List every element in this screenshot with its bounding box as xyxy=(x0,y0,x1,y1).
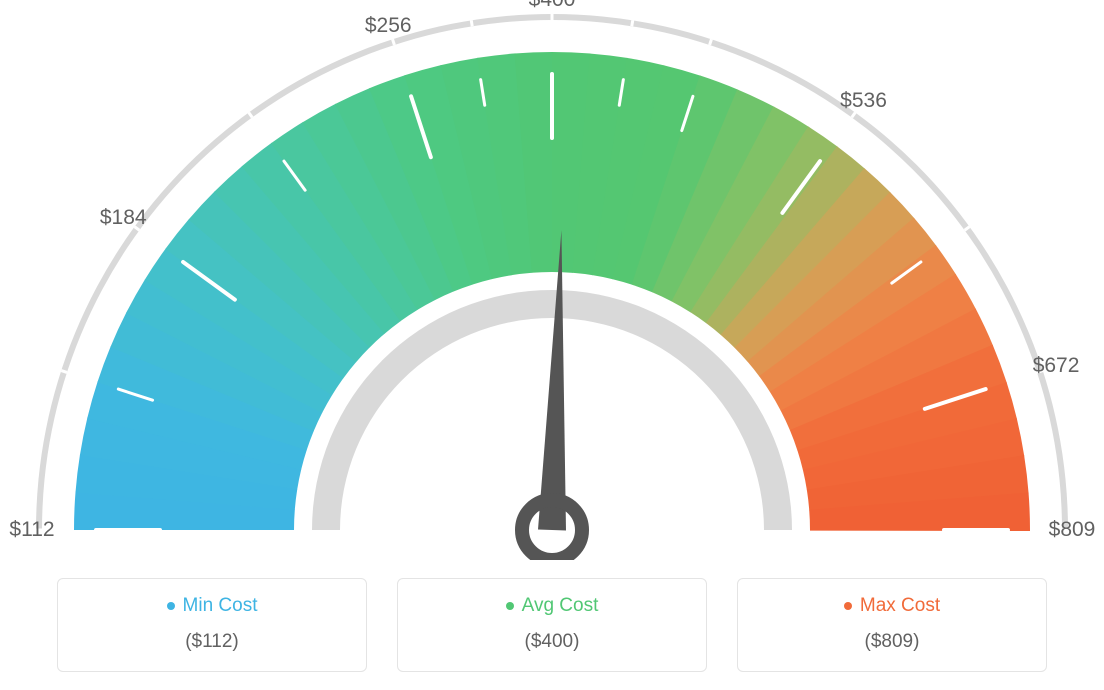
gauge-tick-label: $112 xyxy=(9,518,54,542)
gauge-rim-tick xyxy=(393,39,395,45)
legend-card-max: Max Cost ($809) xyxy=(737,578,1047,672)
legend-max-header: Max Cost xyxy=(844,595,940,617)
legend-avg-label: Avg Cost xyxy=(522,595,599,617)
gauge-rim-tick xyxy=(61,371,67,373)
gauge-tick-label: $184 xyxy=(100,206,147,230)
gauge-svg xyxy=(0,0,1104,560)
legend-avg-header: Avg Cost xyxy=(506,595,599,617)
legend-max-label: Max Cost xyxy=(860,595,940,617)
gauge-rim-tick xyxy=(710,39,712,45)
legend-max-value: ($809) xyxy=(738,631,1046,653)
legend-min-header: Min Cost xyxy=(167,595,258,617)
gauge-rim-tick xyxy=(632,20,633,26)
legend-max-dot xyxy=(844,602,852,610)
root: $112 $184 $256 $400 $536 $672 $809 Min Cost ($… xyxy=(0,0,1104,690)
legend-card-min: Min Cost ($112) xyxy=(57,578,367,672)
gauge-tick-label: $536 xyxy=(840,89,887,113)
gauge-tick-label: $672 xyxy=(1033,354,1080,378)
gauge-rim-tick xyxy=(471,20,472,26)
legend-min-dot xyxy=(167,602,175,610)
legend-min-value: ($112) xyxy=(58,631,366,653)
legend-min-label: Min Cost xyxy=(183,595,258,617)
legend-card-avg: Avg Cost ($400) xyxy=(397,578,707,672)
gauge-tick-label: $400 xyxy=(529,0,576,12)
legend-avg-dot xyxy=(506,602,514,610)
gauge-tick-label: $809 xyxy=(1049,518,1096,542)
legend-row: Min Cost ($112) Avg Cost ($400) Max Cost… xyxy=(0,578,1104,672)
gauge-tick-label: $256 xyxy=(365,14,412,38)
gauge-chart: $112 $184 $256 $400 $536 $672 $809 xyxy=(0,0,1104,560)
legend-avg-value: ($400) xyxy=(398,631,706,653)
